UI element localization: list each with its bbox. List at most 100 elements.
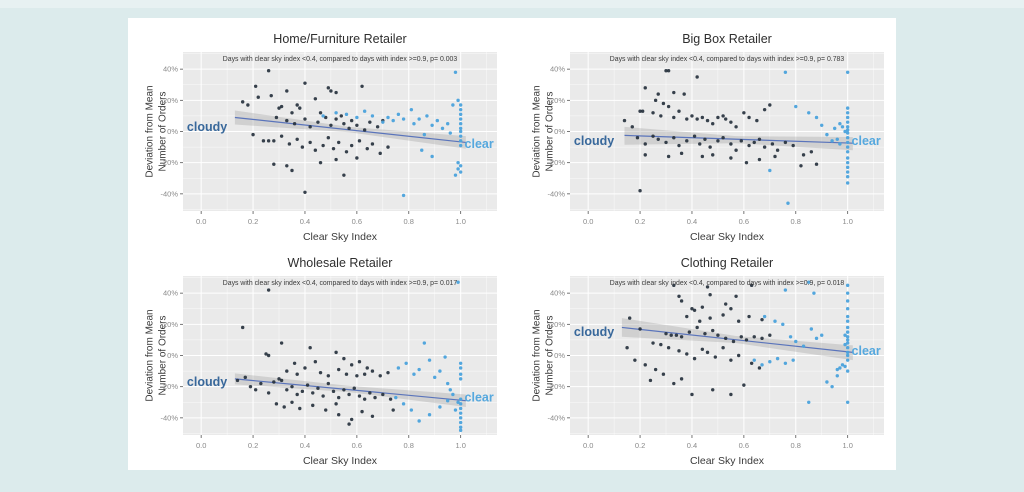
data-point-cloudy xyxy=(269,93,273,98)
data-point-cloudy xyxy=(734,125,738,129)
data-point-clear xyxy=(458,164,463,168)
data-point-clear xyxy=(438,405,442,409)
data-point-clear xyxy=(845,150,850,154)
data-point-clear xyxy=(845,341,850,345)
data-point-cloudy xyxy=(300,145,305,149)
data-point-clear xyxy=(781,322,785,327)
data-point-clear xyxy=(458,112,463,117)
data-point-cloudy xyxy=(729,392,733,397)
data-point-cloudy xyxy=(734,148,738,152)
data-point-cloudy xyxy=(622,118,627,123)
y-tick-label: 20% xyxy=(550,320,565,329)
data-point-clear xyxy=(458,372,463,376)
data-point-cloudy xyxy=(388,397,393,401)
data-point-cloudy xyxy=(742,111,746,115)
data-point-clear xyxy=(394,395,398,400)
data-point-cloudy xyxy=(672,90,676,95)
data-point-cloudy xyxy=(381,392,385,397)
data-point-cloudy xyxy=(752,335,756,339)
data-point-cloudy xyxy=(311,391,315,395)
data-point-clear xyxy=(838,142,842,146)
data-point-clear xyxy=(809,327,814,331)
data-point-cloudy xyxy=(305,383,310,387)
data-point-cloudy xyxy=(365,366,369,370)
data-point-cloudy xyxy=(716,139,720,143)
confidence-band xyxy=(621,318,853,361)
x-tick-label: 0.4 xyxy=(300,217,310,226)
data-point-clear xyxy=(807,111,811,115)
data-point-cloudy xyxy=(347,422,351,426)
data-point-cloudy xyxy=(357,139,362,143)
data-point-clear xyxy=(845,299,850,303)
data-point-cloudy xyxy=(687,330,692,334)
data-point-clear xyxy=(845,346,850,350)
data-point-clear xyxy=(845,136,850,140)
data-point-cloudy xyxy=(809,150,814,154)
data-point-cloudy xyxy=(290,111,294,115)
data-point-cloudy xyxy=(739,139,743,143)
data-point-cloudy xyxy=(633,358,637,362)
data-point-cloudy xyxy=(285,388,289,392)
data-point-clear xyxy=(391,118,395,123)
data-point-cloudy xyxy=(700,154,705,159)
data-point-cloudy xyxy=(324,408,328,412)
data-point-cloudy xyxy=(724,117,728,121)
data-point-clear xyxy=(456,167,460,171)
data-point-cloudy xyxy=(643,153,647,157)
data-point-cloudy xyxy=(695,75,699,79)
clear-label: clear xyxy=(852,134,881,148)
data-point-clear xyxy=(430,154,434,159)
data-point-clear xyxy=(445,399,450,403)
data-point-cloudy xyxy=(739,335,743,339)
x-tick-label: 0.0 xyxy=(583,217,593,226)
data-point-cloudy xyxy=(736,353,741,358)
data-point-clear xyxy=(456,98,460,103)
data-point-clear xyxy=(845,338,850,342)
data-point-cloudy xyxy=(266,353,271,358)
x-tick-label: 0.8 xyxy=(404,441,414,450)
data-point-cloudy xyxy=(342,173,346,177)
data-point-clear xyxy=(768,168,772,173)
x-tick-label: 0.6 xyxy=(739,217,749,226)
data-point-clear xyxy=(433,375,437,380)
data-point-cloudy xyxy=(272,162,276,166)
data-point-clear xyxy=(370,114,375,118)
data-point-cloudy xyxy=(266,139,271,143)
data-point-clear xyxy=(845,330,850,334)
data-point-cloudy xyxy=(685,314,689,319)
data-point-cloudy xyxy=(279,341,284,345)
data-point-clear xyxy=(791,358,795,362)
y-tick-label: -20% xyxy=(547,158,565,167)
page-background-strip xyxy=(0,0,1024,8)
data-point-cloudy xyxy=(749,361,754,365)
data-point-cloudy xyxy=(708,293,712,297)
data-point-cloudy xyxy=(279,378,284,383)
data-point-clear xyxy=(456,280,460,284)
data-point-cloudy xyxy=(799,164,803,168)
data-point-cloudy xyxy=(651,111,655,115)
data-point-cloudy xyxy=(264,352,268,356)
data-point-cloudy xyxy=(342,356,346,361)
data-point-cloudy xyxy=(773,154,777,159)
chart-wholesale-retailer: Wholesale Retailer Deviation from Mean N… xyxy=(140,252,524,476)
data-point-cloudy xyxy=(757,366,762,370)
data-point-cloudy xyxy=(334,350,338,355)
data-point-clear xyxy=(448,131,452,135)
data-point-cloudy xyxy=(716,115,720,120)
data-point-cloudy xyxy=(290,384,294,389)
data-point-cloudy xyxy=(303,81,307,85)
data-point-clear xyxy=(845,125,850,129)
chart-title: Home/Furniture Retailer xyxy=(273,32,407,46)
data-point-cloudy xyxy=(331,389,336,394)
data-point-clear xyxy=(458,397,463,401)
data-point-cloudy xyxy=(355,123,359,127)
data-point-clear xyxy=(458,411,463,415)
y-tick-label: -40% xyxy=(547,189,565,198)
data-point-cloudy xyxy=(736,319,741,323)
data-point-cloudy xyxy=(700,115,705,120)
y-tick-label: 0% xyxy=(554,351,565,360)
data-point-cloudy xyxy=(690,114,694,118)
data-point-cloudy xyxy=(240,325,245,330)
data-point-cloudy xyxy=(303,117,307,121)
data-point-cloudy xyxy=(695,325,699,330)
